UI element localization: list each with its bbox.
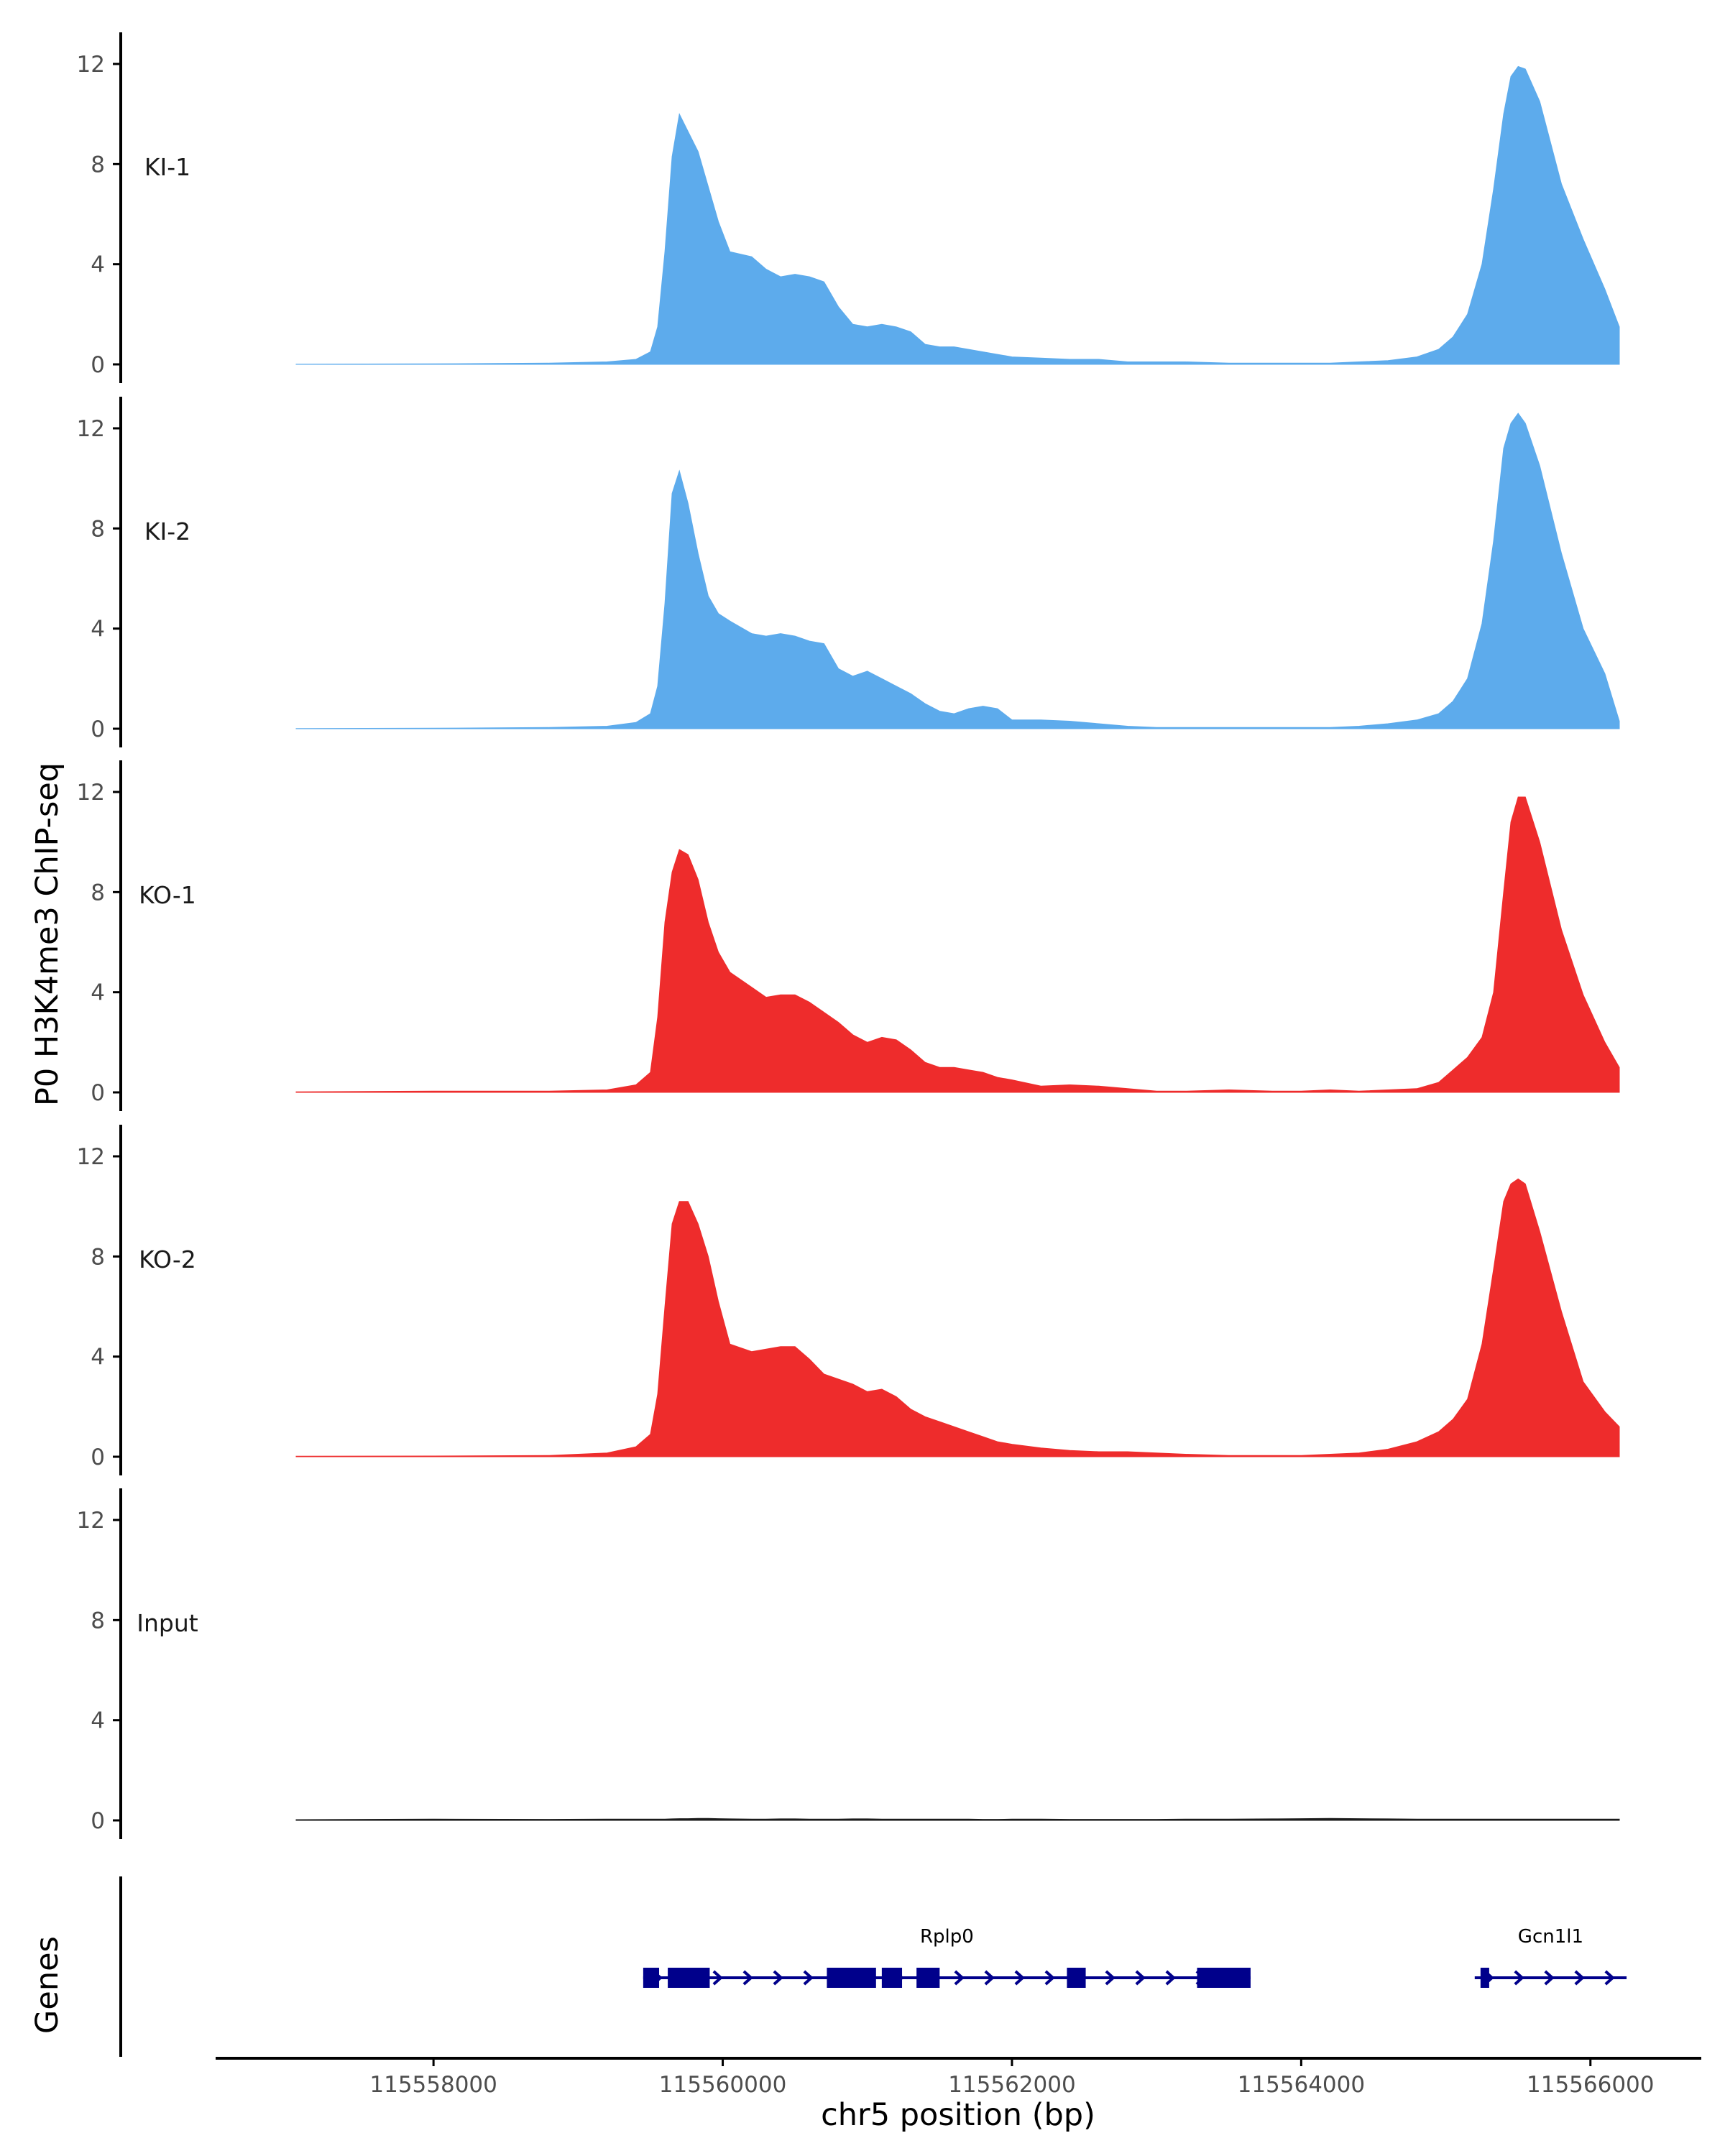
strand-arrow-icon	[803, 1970, 814, 1986]
y-tick-label: 0	[91, 1445, 105, 1470]
gene-label: Rplp0	[920, 1926, 974, 1948]
y-tick-label: 0	[91, 1808, 105, 1834]
gene-exon	[1067, 1968, 1086, 1988]
y-tick-label: 12	[77, 1144, 105, 1170]
strand-arrow-icon	[1165, 1970, 1176, 1986]
track-input: 0 4 8 12 Input	[77, 1488, 1620, 1839]
gene-exon	[1480, 1968, 1489, 1988]
y-tick-label: 8	[91, 880, 105, 906]
strand-arrow-icon	[1105, 1970, 1116, 1986]
y-tick-label: 4	[91, 980, 105, 1006]
strand-arrow-icon	[954, 1970, 965, 1986]
track-label: KI-1	[144, 153, 190, 181]
y-tick-label: 0	[91, 352, 105, 378]
track-ki-1: 0 4 8 12 KI-1	[77, 32, 1620, 383]
x-axis: 115558000 115560000 115562000 115564000 1155…	[216, 2057, 1701, 2098]
y-tick-label: 12	[77, 1508, 105, 1534]
strand-arrow-icon	[742, 1970, 753, 1986]
tracks-layer: 0 4 8 12 KI-1 0 4 8 12 KI-2 0 4 8 12 KO-1 0 4 8 12 KO-2 0 4 8 1…	[77, 32, 1620, 1839]
gene-exon	[643, 1968, 660, 1988]
gene-exon	[881, 1968, 903, 1988]
track-label: KO-1	[139, 881, 196, 909]
x-tick-label: 115560000	[659, 2072, 787, 2098]
genes-track-title: Genes	[29, 1936, 65, 2034]
gene-exon	[916, 1968, 940, 1988]
strand-arrow-icon	[1604, 1970, 1615, 1986]
gene-label: Gcn1l1	[1518, 1926, 1583, 1948]
genes-track: Rplp0 Gcn1l1	[119, 1876, 1627, 2057]
strand-arrow-icon	[712, 1970, 723, 1986]
x-tick-label: 115558000	[369, 2072, 497, 2098]
strand-arrow-icon	[1014, 1970, 1025, 1986]
y-tick-label: 12	[77, 52, 105, 78]
coverage-area-ki-2	[295, 413, 1620, 729]
y-tick-label: 12	[77, 780, 105, 806]
y-tick-label: 0	[91, 1080, 105, 1106]
x-tick-label: 115564000	[1238, 2072, 1366, 2098]
x-axis-title: chr5 position (bp)	[821, 2097, 1095, 2133]
strand-arrow-icon	[1044, 1970, 1055, 1986]
y-tick-label: 12	[77, 416, 105, 442]
coverage-area-input	[295, 1818, 1620, 1821]
track-ko-1: 0 4 8 12 KO-1	[77, 760, 1620, 1111]
y-tick-label: 4	[91, 617, 105, 642]
strand-arrow-icon	[1514, 1970, 1524, 1986]
track-label: KI-2	[144, 517, 190, 545]
strand-arrow-icon	[1574, 1970, 1585, 1986]
gene-rplp0: Rplp0	[643, 1926, 1251, 1988]
strand-arrow-icon	[773, 1970, 783, 1986]
coverage-area-ki-1	[295, 65, 1620, 365]
strand-arrow-icon	[1544, 1970, 1555, 1986]
y-tick-label: 8	[91, 516, 105, 542]
gene-exon	[827, 1968, 876, 1988]
track-label: Input	[137, 1609, 198, 1637]
y-axis-title-group: P0 H3K4me3 ChIP-seq	[29, 763, 65, 1106]
y-tick-label: 4	[91, 1345, 105, 1370]
track-ki-2: 0 4 8 12 KI-2	[77, 397, 1620, 747]
coverage-area-ko-1	[295, 796, 1620, 1093]
gene-exon	[1197, 1968, 1251, 1988]
gene-gcn1l1: Gcn1l1	[1474, 1926, 1627, 1988]
y-tick-label: 4	[91, 252, 105, 278]
gene-exon	[668, 1968, 710, 1988]
x-tick-label: 115566000	[1527, 2072, 1655, 2098]
strand-arrow-icon	[984, 1970, 995, 1986]
y-tick-label: 0	[91, 717, 105, 742]
coverage-area-ko-2	[295, 1178, 1620, 1457]
track-label: KO-2	[139, 1245, 196, 1273]
y-tick-label: 8	[91, 1244, 105, 1270]
x-tick-label: 115562000	[948, 2072, 1076, 2098]
y-axis-title: P0 H3K4me3 ChIP-seq	[29, 763, 65, 1106]
track-ko-2: 0 4 8 12 KO-2	[77, 1125, 1620, 1475]
y-tick-label: 4	[91, 1708, 105, 1734]
y-tick-label: 8	[91, 1608, 105, 1634]
strand-arrow-icon	[1135, 1970, 1146, 1986]
y-tick-label: 8	[91, 152, 105, 178]
